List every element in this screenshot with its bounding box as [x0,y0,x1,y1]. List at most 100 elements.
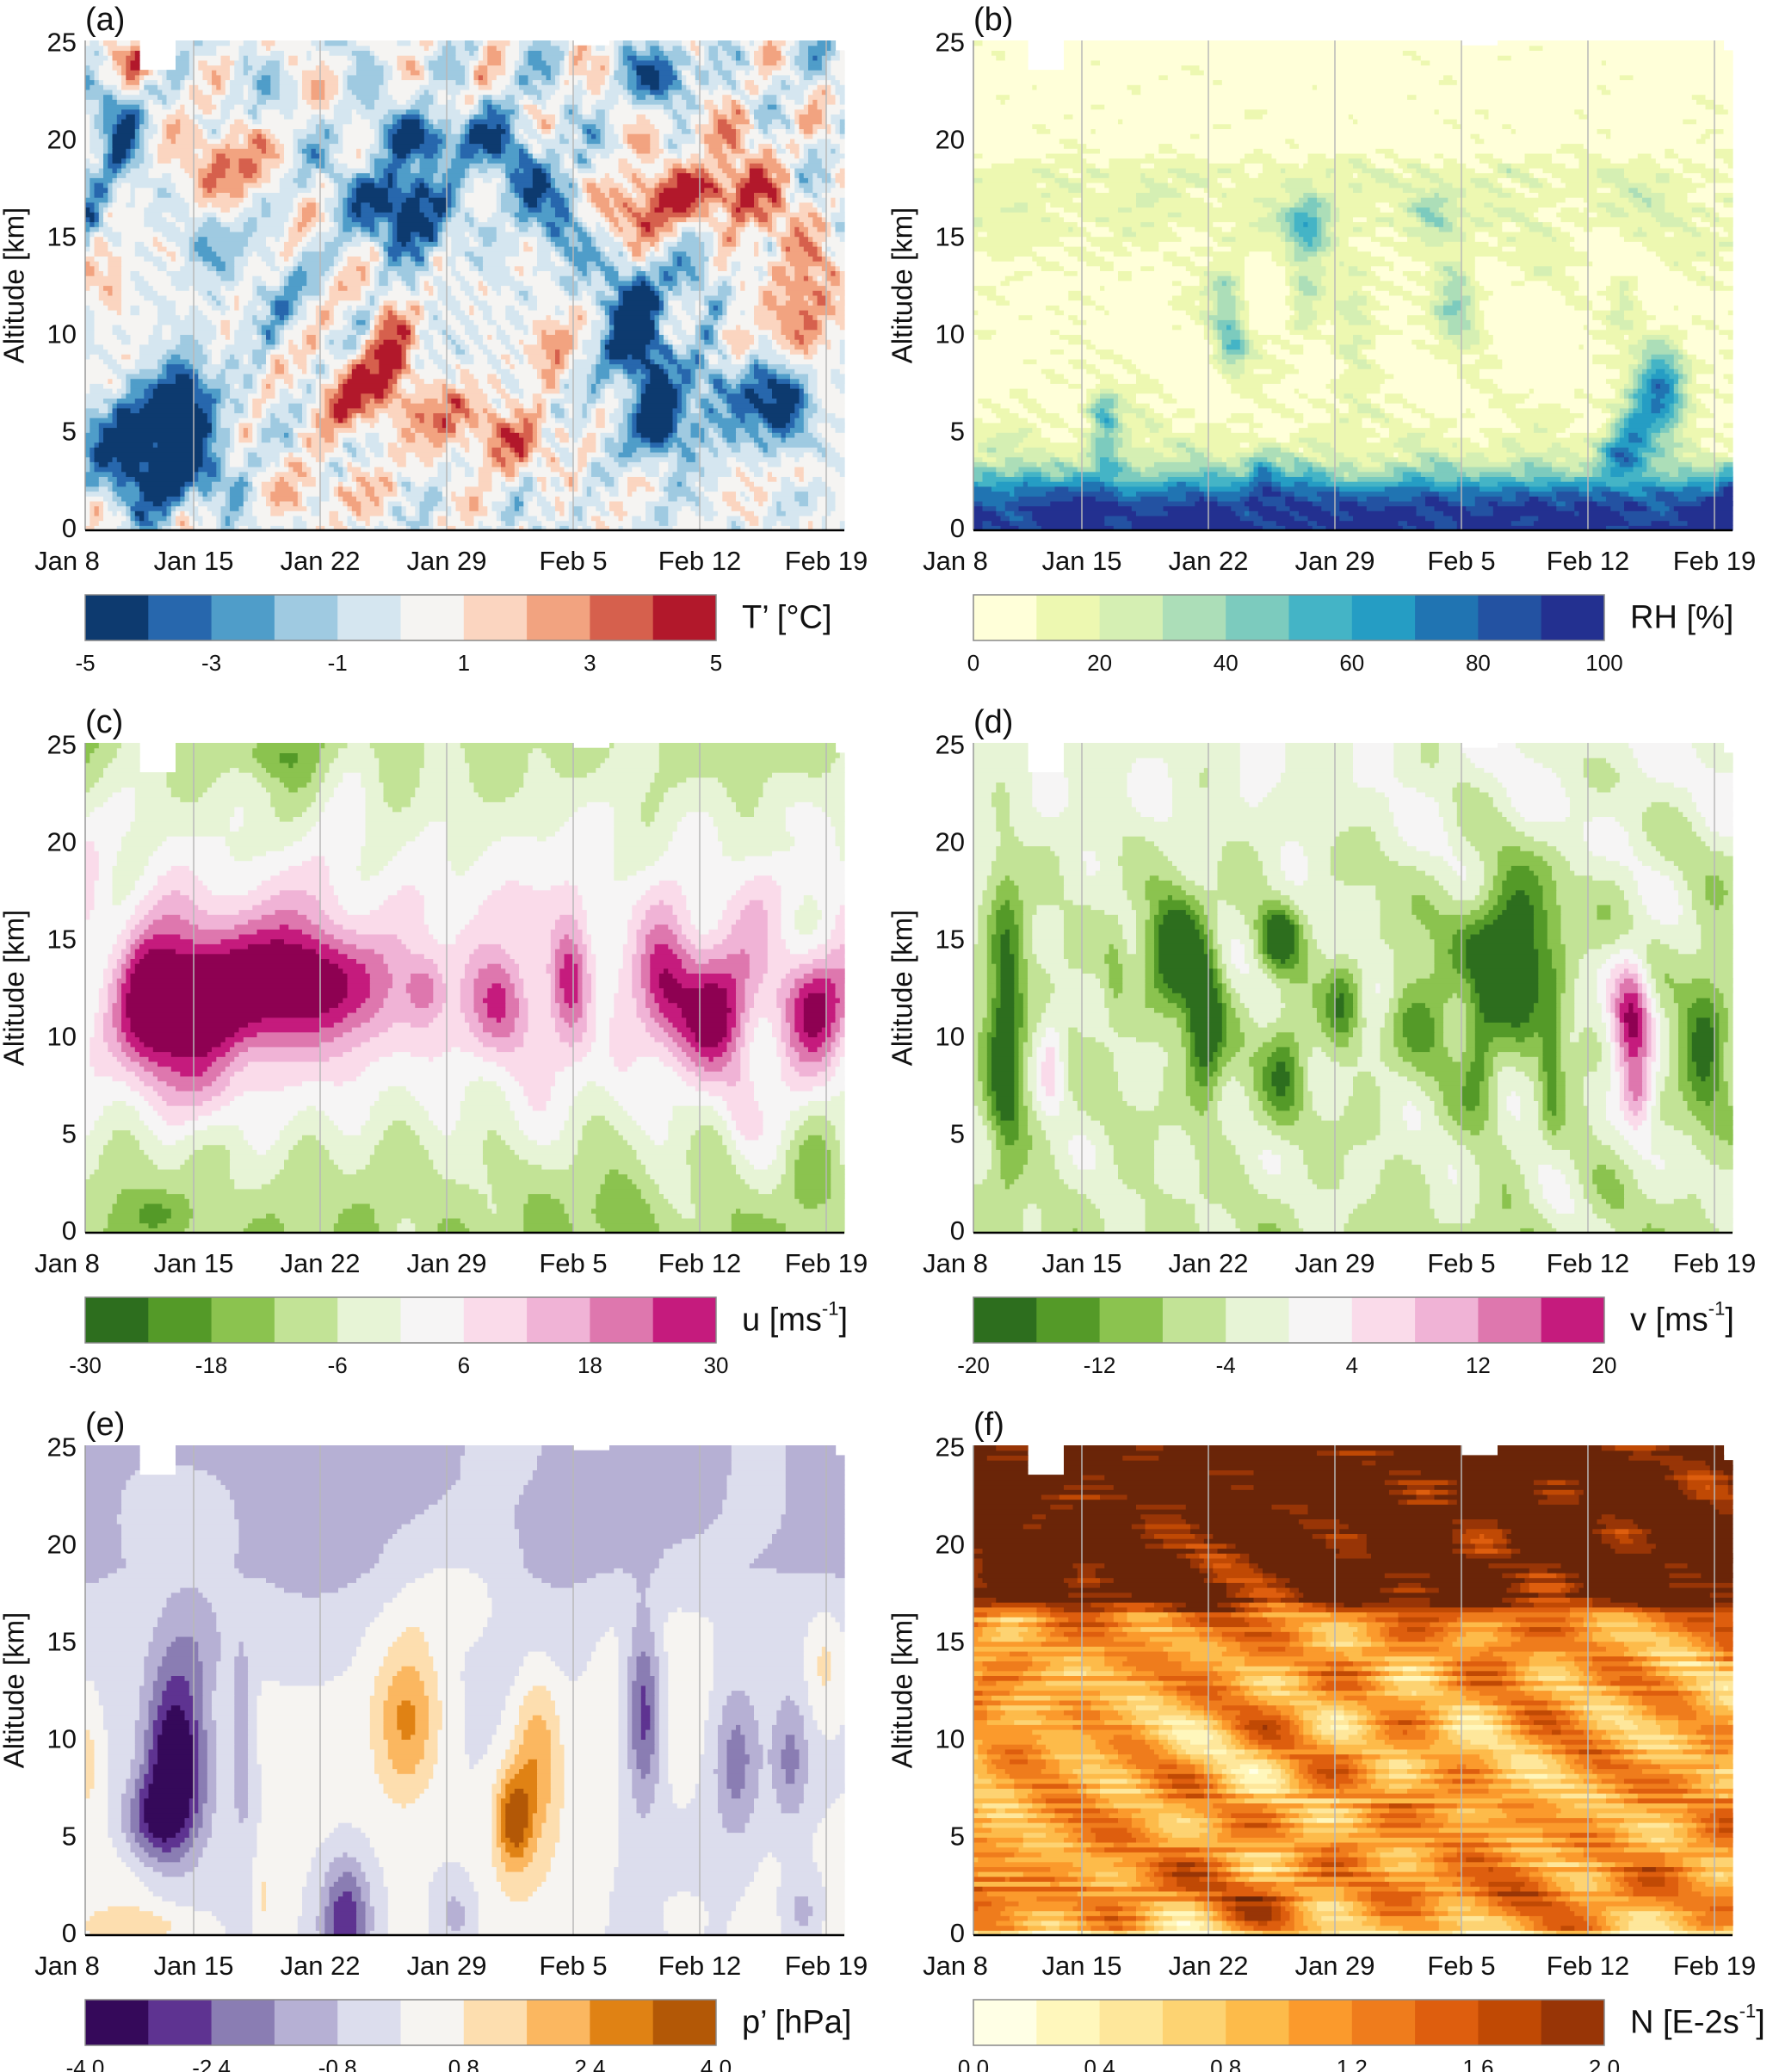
contour-cell [627,201,638,208]
contour-cell [501,403,506,409]
contour-cell [85,427,90,433]
contour-cell [103,500,108,507]
contour-cell [176,378,195,384]
contour-cell [501,427,511,433]
contour-cell [293,358,307,365]
contour-cell [627,250,633,257]
contour-cell [329,486,335,492]
contour-cell [600,246,606,252]
contour-cell [139,515,145,522]
contour-cell [491,422,497,429]
contour-cell [98,221,104,227]
contour-cell [248,491,258,497]
contour-cell [85,378,108,384]
contour-cell [614,329,656,335]
contour-cell [812,412,837,418]
contour-cell [379,177,389,183]
contour-cell [374,325,385,331]
contour-cell [704,280,710,287]
contour-cell [90,515,104,522]
contour-cell [736,236,741,242]
contour-cell [465,172,470,178]
contour-cell [695,309,701,316]
contour-cell [695,403,701,409]
contour-cell [351,172,357,178]
contour-cell [302,417,307,424]
contour-cell [220,417,240,424]
contour-cell [654,329,660,335]
contour-cell [722,236,728,242]
contour-cell [383,246,389,252]
contour-cell [202,388,222,394]
contour-cell [202,177,217,183]
contour-cell [369,422,375,429]
contour-cell [248,236,267,242]
contour-cell [564,403,574,409]
contour-cell [695,226,714,232]
contour-cell [835,270,841,276]
contour-cell [343,325,353,331]
contour-cell [839,197,845,203]
contour-cell [559,305,570,311]
contour-cell [568,319,588,325]
contour-cell [713,314,719,320]
contour-cell [772,393,800,399]
contour-cell [767,305,837,311]
contour-cell [604,417,610,424]
contour-cell [744,471,755,477]
contour-cell [763,515,800,522]
contour-cell [419,182,425,189]
contour-cell [785,334,795,340]
contour-cell [676,241,705,247]
contour-cell [401,398,411,404]
contour-cell [695,319,701,325]
contour-cell [618,427,628,433]
contour-cell [306,325,330,331]
contour-cell [320,182,325,189]
contour-cell [600,393,606,399]
contour-cell [465,432,475,438]
contour-cell [559,442,584,448]
contour-cell [582,403,588,409]
contour-cell [116,407,132,414]
contour-cell [550,456,556,462]
contour-cell [302,403,307,409]
contour-cell [220,505,231,511]
contour-cell [315,427,321,433]
contour-cell [126,471,195,477]
contour-cell [772,427,791,433]
contour-cell [578,447,596,453]
contour-cell [252,427,258,433]
contour-cell [636,447,651,453]
contour-cell [523,452,529,458]
contour-cell [664,207,674,213]
contour-cell [437,241,443,247]
contour-cell [423,461,434,467]
contour-cell [216,334,226,340]
contour-cell [632,207,651,213]
contour-cell [636,172,646,178]
contour-cell [713,246,719,252]
contour-cell [736,325,741,331]
contour-cell [808,294,818,301]
contour-cell [578,236,592,242]
contour-cell [564,358,570,365]
contour-cell [564,216,570,223]
contour-cell [333,378,339,384]
contour-cell [614,201,624,208]
contour-cell [839,349,845,355]
contour-cell [212,187,244,193]
contour-cell [487,378,502,384]
contour-cell [256,305,263,311]
contour-cell [284,334,303,340]
contour-cell [216,412,222,418]
contour-cell [288,461,303,467]
contour-cell [632,280,642,287]
contour-cell [351,417,357,424]
contour-cell [478,436,488,443]
contour-cell [162,329,172,335]
contour-cell [654,285,660,291]
contour-cell [537,339,542,345]
contour-cell [668,461,678,467]
contour-cell [831,221,837,227]
